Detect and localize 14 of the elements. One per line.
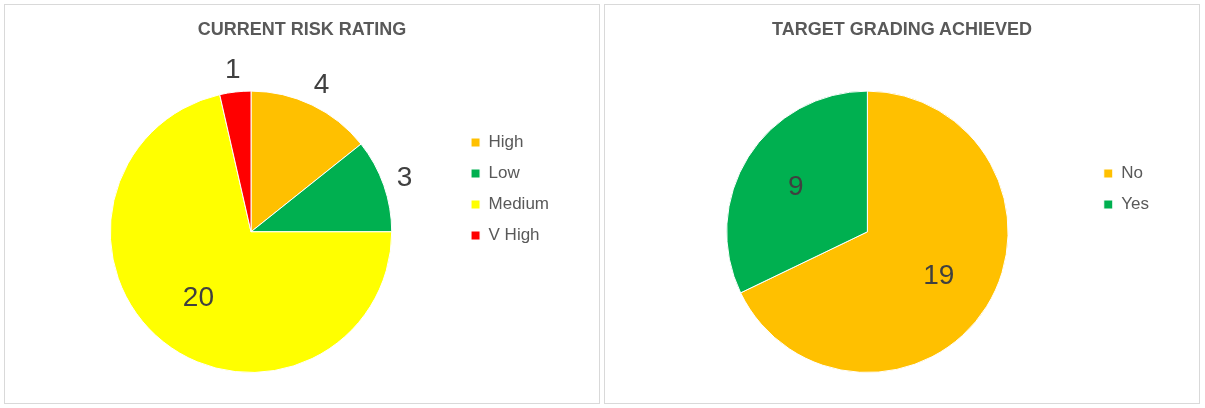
legend-label: Yes	[1121, 194, 1149, 214]
legend-label: No	[1121, 163, 1143, 183]
chart-title: CURRENT RISK RATING	[197, 18, 407, 39]
chart-title: TARGET GRADING ACHIEVED	[771, 18, 1033, 39]
legend-label: Medium	[488, 194, 550, 214]
data-label: 4	[313, 67, 330, 99]
legend-label: High	[488, 132, 524, 152]
data-label: 19	[923, 259, 955, 291]
data-label: 3	[396, 160, 413, 192]
data-label: 9	[788, 169, 804, 201]
data-label: 1	[225, 52, 241, 84]
data-label: 20	[182, 280, 214, 312]
legend-label: V High	[488, 225, 540, 245]
legend-label: Low	[488, 163, 521, 183]
